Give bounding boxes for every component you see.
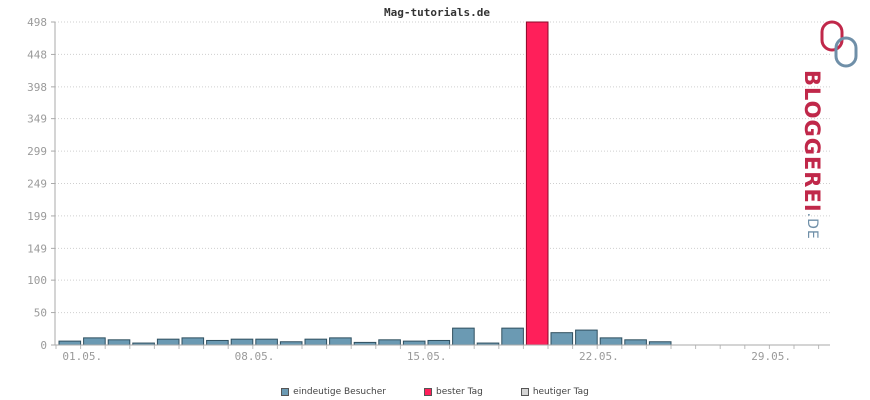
bar [402,340,426,346]
x-tick-label: 08.05. [235,350,275,363]
y-tick-label: 249 [27,178,47,191]
x-tick-label: 22.05. [579,350,619,363]
x-axis: 01.05. 08.05. 15.05. 22.05. 29.05. [55,345,820,363]
bar [599,337,623,346]
bar [156,338,180,346]
brand-tld: .DE [804,212,820,240]
bar [329,337,352,346]
y-tick-label: 149 [27,242,47,255]
y-tick-label: 448 [27,48,47,61]
y-tick-label: 100 [27,274,47,287]
bar [452,327,475,346]
legend-item-best-day: bester Tag [424,384,483,400]
bar [58,340,82,346]
legend-label-visitors: eindeutige Besucher [293,387,386,397]
legend-item-visitors: eindeutige Besucher [281,384,386,400]
bar [206,339,229,346]
bar [575,329,598,346]
y-tick-label: 199 [27,210,47,223]
y-tick-label: 498 [27,16,47,29]
legend-swatch-visitors [281,388,290,396]
bar [501,327,524,346]
brand-name: BLOGGEREI [800,70,824,213]
bloggerei-wordmark: BLOGGEREI.DE [800,70,824,240]
bar-best-day [525,21,549,346]
y-tick-label: 50 [34,307,47,320]
bars [58,21,672,346]
y-tick-label: 398 [27,81,47,94]
bar [304,338,328,346]
bar [427,339,451,346]
bar [550,332,574,346]
chart-title: Mag-tutorials.de [384,6,490,19]
bloggerei-logo [812,18,868,218]
bar [624,339,647,346]
legend-item-today: heutiger Tag [520,384,589,400]
x-tick-label: 01.05. [62,350,102,363]
chart-legend: eindeutige Besucher bester Tag heutiger … [0,384,870,400]
legend-swatch-best-day [424,388,432,396]
legend-label-best-day: bester Tag [436,387,483,397]
grid-lines [55,21,830,314]
x-tick-label: 15.05. [407,350,447,363]
bar [230,338,254,346]
y-tick-label: 0 [40,339,47,352]
y-tick-label: 299 [27,145,47,158]
bar [255,338,278,346]
bloggerei-logo-icon [820,20,858,68]
y-axis: 0 50 100 149 199 249 299 349 398 448 498 [27,16,55,352]
legend-label-today: heutiger Tag [532,387,589,397]
x-tick-label: 29.05. [751,350,791,363]
y-tick-label: 349 [27,113,47,126]
bar [378,339,401,346]
legend-swatch-today [520,388,529,396]
bar [107,339,131,346]
bar [83,337,106,346]
bar [181,337,205,346]
